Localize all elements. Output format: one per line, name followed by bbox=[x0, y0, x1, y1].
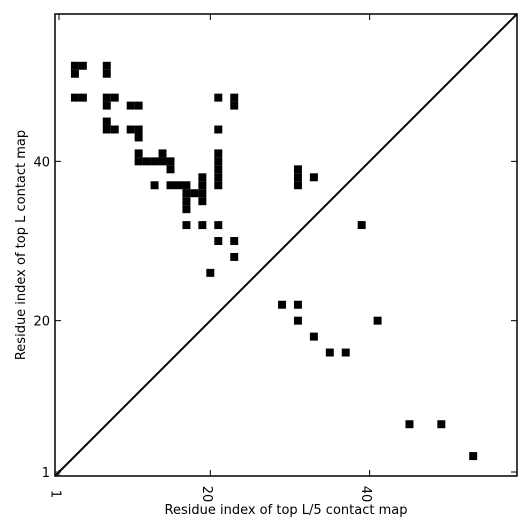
y-axis-label: Residue index of top L contact map bbox=[14, 130, 29, 360]
contact-cell-top-l bbox=[182, 181, 191, 190]
y-axis-ticks: 1 20 40 bbox=[33, 155, 517, 481]
y-tick-label: 40 bbox=[33, 155, 50, 170]
contact-cell-top-l bbox=[214, 93, 223, 102]
contact-cell-top-l bbox=[293, 181, 302, 190]
contact-cell-top-l5 bbox=[325, 348, 334, 357]
contact-cell-top-l bbox=[110, 125, 119, 134]
contact-cell-top-l bbox=[206, 268, 215, 277]
contact-cell-top-l5 bbox=[293, 316, 302, 325]
contact-cell-top-l bbox=[182, 189, 191, 198]
contact-cell-top-l bbox=[126, 125, 135, 134]
contact-cell-top-l bbox=[158, 157, 167, 166]
y-tick-label: 20 bbox=[33, 315, 50, 330]
contact-cell-top-l bbox=[166, 181, 175, 190]
contact-cell-top-l5 bbox=[373, 316, 382, 325]
x-axis-ticks: 1 20 40 bbox=[47, 14, 373, 502]
contact-cell-top-l bbox=[214, 237, 223, 245]
contact-cell-top-l bbox=[102, 93, 111, 102]
contact-cell-top-l5 bbox=[405, 420, 414, 429]
contact-cell-top-l bbox=[293, 173, 302, 182]
contact-cell-top-l bbox=[102, 117, 111, 126]
contact-cell-top-l bbox=[134, 101, 143, 110]
contact-cell-top-l bbox=[198, 173, 207, 182]
x-tick-label: 20 bbox=[199, 486, 214, 503]
contact-cell-top-l bbox=[102, 125, 111, 134]
x-tick-label: 40 bbox=[358, 486, 373, 503]
contact-cell-top-l5 bbox=[437, 420, 446, 429]
contact-cell-top-l bbox=[214, 149, 223, 158]
contact-cell-top-l5 bbox=[278, 300, 286, 309]
contact-cell-top-l bbox=[190, 189, 199, 198]
contact-cells bbox=[70, 61, 478, 461]
contact-cell-top-l bbox=[214, 221, 223, 230]
contact-cell-top-l5 bbox=[341, 348, 350, 357]
contact-cell-top-l bbox=[182, 197, 191, 206]
contact-cell-top-l bbox=[214, 173, 223, 182]
contact-cell-top-l bbox=[174, 181, 183, 190]
contact-cell-top-l bbox=[126, 101, 135, 110]
contact-cell-top-l bbox=[214, 125, 223, 134]
contact-cell-top-l bbox=[198, 189, 207, 198]
contact-cell-top-l bbox=[182, 221, 191, 230]
contact-cell-top-l bbox=[230, 101, 239, 110]
contact-cell-top-l bbox=[309, 173, 318, 182]
diagonal-line bbox=[54, 13, 518, 477]
plot-frame bbox=[54, 13, 518, 477]
contact-cell-top-l bbox=[230, 93, 239, 102]
contact-cell-top-l bbox=[134, 149, 143, 158]
x-tick-label: 1 bbox=[47, 490, 62, 498]
contact-cell-top-l bbox=[70, 69, 79, 78]
contact-cell-top-l bbox=[198, 181, 207, 190]
contact-cell-top-l bbox=[166, 165, 175, 174]
contact-cell-top-l bbox=[150, 157, 159, 166]
contact-cell-top-l bbox=[134, 133, 143, 142]
contact-cell-top-l bbox=[102, 101, 111, 110]
contact-cell-top-l bbox=[182, 205, 191, 214]
contact-cell-top-l5 bbox=[293, 300, 302, 309]
contact-cell-top-l bbox=[78, 93, 87, 102]
contact-cell-top-l bbox=[158, 149, 167, 158]
contact-cell-top-l bbox=[198, 221, 207, 230]
contact-cell-top-l bbox=[166, 157, 175, 166]
contact-cell-top-l bbox=[214, 165, 223, 174]
x-axis-label: Residue index of top L/5 contact map bbox=[165, 503, 408, 518]
contact-cell-top-l bbox=[102, 61, 111, 70]
contact-cell-top-l bbox=[230, 237, 239, 245]
contact-cell-top-l bbox=[293, 165, 302, 174]
contact-cell-top-l bbox=[102, 69, 111, 78]
contact-cell-top-l bbox=[150, 181, 159, 190]
contact-cell-top-l bbox=[230, 252, 239, 261]
contact-cell-top-l bbox=[70, 93, 79, 102]
contact-cell-top-l bbox=[134, 125, 143, 134]
contact-cell-top-l bbox=[70, 61, 79, 70]
contact-cell-top-l bbox=[198, 197, 207, 206]
y-tick-label: 1 bbox=[42, 466, 50, 481]
contact-cell-top-l5 bbox=[357, 221, 366, 230]
contact-cell-top-l bbox=[134, 157, 143, 166]
contact-cell-top-l bbox=[110, 93, 119, 102]
contact-cell-top-l5 bbox=[309, 332, 318, 341]
contact-cell-top-l5 bbox=[469, 452, 478, 461]
contact-cell-top-l bbox=[142, 157, 151, 166]
contact-cell-top-l bbox=[214, 181, 223, 190]
contact-cell-top-l bbox=[78, 61, 87, 70]
contact-cell-top-l bbox=[214, 157, 223, 166]
